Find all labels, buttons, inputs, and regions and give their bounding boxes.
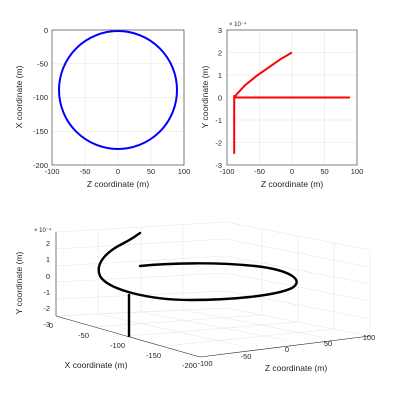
y-tick-label: -50	[37, 60, 48, 69]
y-tick-label: -50	[241, 352, 252, 361]
x-tick-label: -100	[110, 341, 125, 350]
y-tick-label: -2	[215, 139, 222, 148]
x-tick-label: -150	[146, 351, 161, 360]
y-exponent-label: × 10⁻⁴	[229, 21, 247, 28]
y-tick-label: -1	[215, 116, 222, 125]
x-axis-label: Z coordinate (m)	[87, 179, 150, 189]
z-tick-label: -2	[43, 304, 50, 313]
y-tick-label: -100	[197, 359, 212, 368]
z-axis-label: Y coordinate (m)	[14, 251, 24, 314]
y-tick-label: 0	[218, 94, 222, 103]
x-tick-label: -100	[219, 167, 234, 176]
z-tick-label: -1	[43, 288, 50, 297]
x-tick-label: -50	[80, 167, 91, 176]
y-axis-label: X coordinate (m)	[14, 65, 24, 128]
y-axis-label: Y coordinate (m)	[200, 65, 210, 128]
y-tick-label: 0	[44, 26, 48, 35]
black-series-spiral	[97, 231, 298, 302]
x-axis-label: X coordinate (m)	[65, 360, 128, 370]
z-tick-label: 2	[46, 239, 50, 248]
x-tick-label: -50	[78, 331, 89, 340]
z-exponent-label: × 10⁻⁴	[34, 227, 52, 234]
x-tick-label: 100	[351, 167, 364, 176]
axes-frame	[226, 29, 358, 166]
gridlines	[52, 30, 184, 165]
x-tick-label: 50	[320, 167, 328, 176]
x-tick-label: -50	[254, 167, 265, 176]
blue-circle-series	[58, 30, 178, 150]
x-tick-label: 0	[290, 167, 294, 176]
x-tick-label: 50	[147, 167, 155, 176]
y-tick-label: -3	[215, 161, 222, 170]
x-tick-label: 0	[49, 321, 53, 330]
y-axis-line	[199, 335, 371, 358]
black-series	[97, 231, 298, 337]
axes-frame	[51, 29, 185, 166]
y-tick-label: 0	[285, 345, 289, 354]
z-tick-label: 0	[46, 272, 50, 281]
y-tick-label: -150	[33, 127, 48, 136]
x-axis-label: Z coordinate (m)	[261, 179, 324, 189]
y-tick-label: -100	[33, 93, 48, 102]
y-tick-label: 50	[324, 339, 332, 348]
y-tick-label: 1	[218, 71, 222, 80]
panel-top-left: -100 -50 0 50 100 0 -50 -100 -150 -200 Z…	[14, 26, 190, 189]
z-tick-label: -3	[43, 320, 50, 329]
panel-top-right: × 10⁻⁴ -100 -50 0 50 100 3 2 1 0 -1 -2 -…	[200, 21, 363, 189]
z-tick-label: 1	[46, 255, 50, 264]
x-tick-label: -100	[44, 167, 59, 176]
y-tick-label: 2	[218, 49, 222, 58]
y-axis-label: Z coordinate (m)	[265, 363, 328, 373]
x-tick-label: -200	[182, 361, 197, 370]
x-tick-label: 100	[178, 167, 191, 176]
y-tick-label: -200	[33, 161, 48, 170]
y-tick-label: 100	[363, 333, 376, 342]
red-series	[233, 51, 350, 154]
y-tick-label: 3	[218, 26, 222, 35]
red-series-curve	[233, 51, 293, 99]
panel-bottom-3d: × 10⁻⁴ 2 1 0 -1 -2 -3 0 -50 -100 -150 -2…	[14, 221, 376, 373]
x-tick-label: 0	[116, 167, 120, 176]
